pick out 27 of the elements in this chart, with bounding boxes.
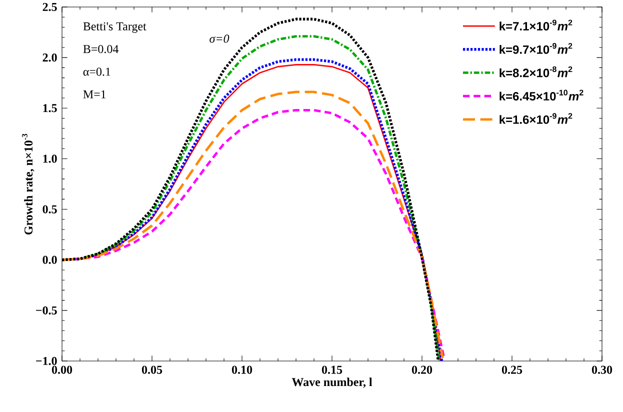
y-tick-label: −1.0: [36, 356, 57, 366]
legend-label: k=9.7×10$^{-9}$m$^{2}$: [500, 43, 572, 54]
legend-label: k=7.1×10$^{-9}$m$^{2}$: [500, 20, 572, 30]
y-tick-label: 2.5: [42, 2, 57, 12]
annotation: α=0.1: [83, 68, 110, 76]
y-axis-title: Growth rate, n×10$^{-3}$: [22, 134, 34, 235]
x-tick-label: 0.15: [322, 366, 342, 374]
series-label: σ=0: [210, 34, 230, 43]
x-axis-title: Wave number, l: [292, 378, 372, 388]
y-tick-label: 0.5: [42, 205, 57, 214]
annotation: M=1: [83, 90, 106, 98]
legend-label: k=1.6×10$^{-9}$m$^{2}$: [500, 113, 572, 124]
x-tick-label: 0.05: [142, 366, 162, 374]
x-tick-label: 0.20: [412, 366, 432, 374]
y-tick-label: 0.0: [42, 256, 57, 264]
y-tick-label: −0.5: [36, 306, 57, 314]
x-tick-label: 0.00: [52, 366, 72, 374]
y-tick-label: 2.0: [42, 53, 57, 62]
annotation: B=0.04: [83, 44, 118, 54]
x-tick-label: 0.30: [592, 366, 612, 374]
legend-label: k=6.45×10$^{-10}$m$^{2}$: [500, 90, 584, 101]
x-tick-label: 0.10: [232, 366, 252, 374]
annotation: Betti's Target: [83, 22, 146, 33]
legend-label: k=8.2×10$^{-8}$m$^{2}$: [500, 66, 572, 78]
y-tick-label: 1.0: [43, 154, 57, 163]
y-tick-label: 1.5: [43, 104, 57, 112]
x-tick-label: 0.25: [502, 366, 522, 374]
